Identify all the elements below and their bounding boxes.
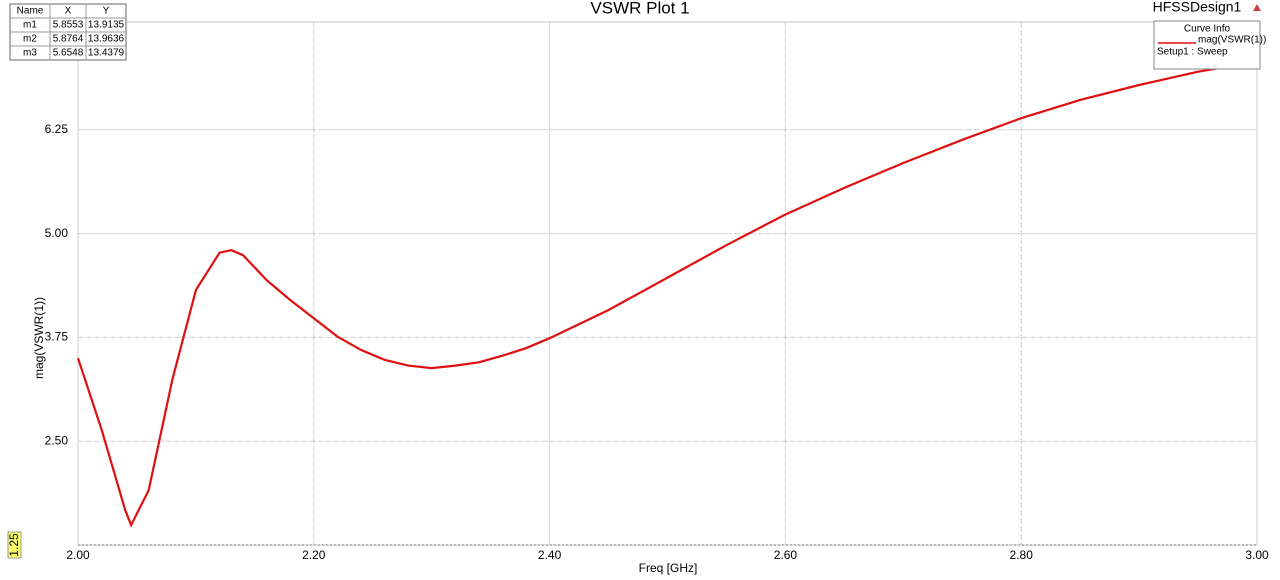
table-cell: 13.9636 <box>88 34 125 45</box>
table-cell: 13.4379 <box>88 48 125 59</box>
x-tick-label: 2.40 <box>538 548 562 562</box>
marker-table: Name m1 m2 m3 X 5.8553 5.8764 5.6548 Y 13.9135 13.… <box>9 3 127 61</box>
table-cell: m1 <box>23 20 37 31</box>
table-cell: m3 <box>23 48 37 59</box>
legend-box <box>1153 20 1261 70</box>
x-tick-label: 2.80 <box>1010 548 1034 562</box>
x-tick-label: 2.00 <box>66 548 90 562</box>
y-tick-label: 5.00 <box>45 226 69 240</box>
table-cell: m2 <box>23 34 37 45</box>
y-tick-label: 2.50 <box>45 433 69 447</box>
design-icon <box>1253 4 1261 11</box>
legend-title: Curve Info <box>1184 24 1231 35</box>
table-cell: 5.6548 <box>53 48 84 59</box>
chart-title: VSWR Plot 1 <box>590 0 689 17</box>
y-tick-label: 6.25 <box>45 122 69 136</box>
tick-highlight <box>7 531 22 559</box>
y-axis-label: mag(VSWR(1)) <box>32 297 46 379</box>
x-tick-label: 2.60 <box>774 548 798 562</box>
table-header: Y <box>103 6 110 17</box>
x-tick-label: 3.00 <box>1245 548 1269 562</box>
plot <box>76 60 1258 528</box>
table-header: X <box>65 6 72 17</box>
x-tick-label: 2.20 <box>302 548 326 562</box>
legend-setup: Setup1 : Sweep <box>1157 47 1228 58</box>
table-cell: 5.8764 <box>53 34 84 45</box>
legend: Curve Info mag(VSWR(1))Setup1 : Sweep <box>1153 20 1266 70</box>
table-header: Name <box>17 6 44 17</box>
grid: 1.25 2.50 3.75 5.00 6.25 2.00 2.20 2.40 2.60 2.80… <box>7 21 1269 562</box>
legend-label: mag(VSWR(1)) <box>1198 35 1266 46</box>
table-cell: 5.8553 <box>53 20 84 31</box>
y-tick-label: 1.25 <box>7 533 21 557</box>
series-line <box>76 60 1258 528</box>
design-name: HFSSDesign1 <box>1153 0 1242 15</box>
table-cell: 13.9135 <box>88 20 125 31</box>
x-axis-label: Freq [GHz] <box>639 561 698 575</box>
y-tick-label: 3.75 <box>45 330 69 344</box>
